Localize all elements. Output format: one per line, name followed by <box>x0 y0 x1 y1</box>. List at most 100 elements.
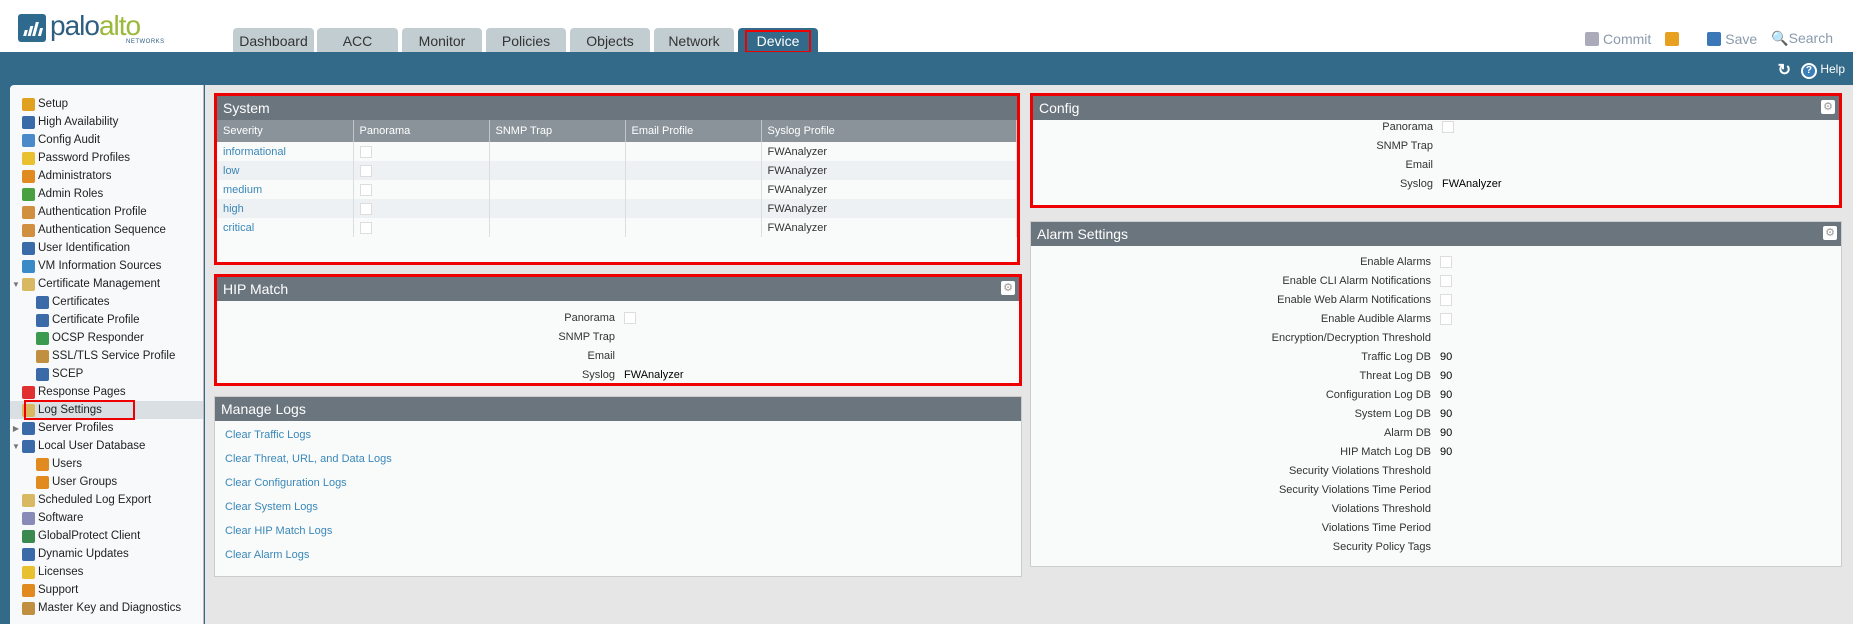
panorama-checkbox[interactable] <box>359 183 372 196</box>
column-header[interactable]: Panorama <box>353 120 490 142</box>
sidebar-item-label: Local User Database <box>38 440 146 452</box>
field-label: Syslog <box>1399 177 1433 190</box>
checkbox[interactable] <box>1440 274 1452 287</box>
severity-link[interactable]: low <box>217 161 354 180</box>
clear-log-link[interactable]: Clear System Logs <box>225 501 318 513</box>
clear-log-link[interactable]: Clear Alarm Logs <box>225 549 310 561</box>
table-row[interactable]: high FWAnalyzer <box>217 199 1017 218</box>
sidebar-item-authentication-sequence[interactable]: Authentication Sequence <box>10 221 203 239</box>
checkbox[interactable] <box>624 311 636 324</box>
clear-log-link[interactable]: Clear Threat, URL, and Data Logs <box>225 453 392 465</box>
table-row[interactable]: informational FWAnalyzer <box>217 142 1017 161</box>
gear-icon[interactable]: ⚙ <box>1821 100 1835 114</box>
snmp-cell <box>489 218 626 237</box>
panorama-checkbox[interactable] <box>359 221 372 234</box>
sidebar-item-authentication-profile[interactable]: Authentication Profile <box>10 203 203 221</box>
sidebar-item-local-user-database[interactable]: ▼ Local User Database <box>10 437 203 455</box>
field-value: 90 <box>1440 426 1453 439</box>
clear-log-link[interactable]: Clear Configuration Logs <box>225 477 347 489</box>
sidebar-item-label: Admin Roles <box>38 188 104 200</box>
table-row[interactable]: critical FWAnalyzer <box>217 218 1017 237</box>
panorama-checkbox[interactable] <box>359 202 372 215</box>
sidebar-item-certificates[interactable]: Certificates <box>10 293 203 311</box>
gear-icon[interactable]: ⚙ <box>1001 281 1015 295</box>
sidebar-item-globalprotect-client[interactable]: GlobalProtect Client <box>10 527 203 545</box>
item-icon <box>22 223 35 237</box>
sidebar-item-ssl-tls-service-profile[interactable]: SSL/TLS Service Profile <box>10 347 203 365</box>
expand-arrow-icon[interactable]: ▶ <box>12 423 20 433</box>
sidebar-item-scep[interactable]: SCEP <box>10 365 203 383</box>
checkbox[interactable] <box>1440 293 1452 306</box>
sidebar-item-master-key-and-diagnostics[interactable]: Master Key and Diagnostics <box>10 599 203 617</box>
checkbox[interactable] <box>1440 255 1452 268</box>
email-cell <box>625 161 762 180</box>
panorama-checkbox[interactable] <box>359 164 372 177</box>
help-button[interactable]: ? Help <box>1800 62 1845 79</box>
tab-objects[interactable]: Objects <box>570 28 650 52</box>
sidebar-item-certificate-management[interactable]: ▼ Certificate Management <box>10 275 203 293</box>
item-icon <box>22 529 35 543</box>
column-header[interactable]: Email Profile <box>625 120 762 142</box>
tab-monitor[interactable]: Monitor <box>402 28 482 52</box>
refresh-icon[interactable]: ↻ <box>1777 62 1791 79</box>
sidebar-item-support[interactable]: Support <box>10 581 203 599</box>
search-button[interactable]: 🔍Search <box>1771 30 1833 46</box>
sidebar-item-log-settings[interactable]: Log Settings <box>10 400 203 420</box>
sidebar-item-response-pages[interactable]: Response Pages <box>10 383 203 401</box>
severity-link[interactable]: critical <box>217 218 354 237</box>
sidebar-item-setup[interactable]: Setup <box>10 95 203 113</box>
sidebar-item-label: Administrators <box>38 170 112 182</box>
sidebar-item-scheduled-log-export[interactable]: Scheduled Log Export <box>10 491 203 509</box>
sidebar-item-ocsp-responder[interactable]: OCSP Responder <box>10 329 203 347</box>
gear-icon[interactable]: ⚙ <box>1823 226 1837 240</box>
sidebar-item-software[interactable]: Software <box>10 509 203 527</box>
item-icon <box>22 511 35 525</box>
commit-button[interactable]: Commit <box>1585 31 1651 47</box>
severity-link[interactable]: informational <box>217 142 354 161</box>
sidebar-item-admin-roles[interactable]: Admin Roles <box>10 185 203 203</box>
tab-acc[interactable]: ACC <box>317 28 398 52</box>
sidebar-item-high-availability[interactable]: High Availability <box>10 113 203 131</box>
checkbox[interactable] <box>1442 120 1454 133</box>
syslog-cell: FWAnalyzer <box>761 180 1017 199</box>
tab-network[interactable]: Network <box>654 28 734 52</box>
sidebar-item-server-profiles[interactable]: ▶ Server Profiles <box>10 419 203 437</box>
item-icon <box>36 475 49 489</box>
panorama-checkbox[interactable] <box>359 145 372 158</box>
expand-arrow-icon[interactable]: ▼ <box>12 279 20 289</box>
column-header[interactable]: Severity <box>217 120 354 142</box>
column-header[interactable]: Syslog Profile <box>761 120 1017 142</box>
tab-policies[interactable]: Policies <box>486 28 566 52</box>
checkbox[interactable] <box>1440 312 1452 325</box>
item-icon <box>36 331 49 345</box>
field-row: Syslog FWAnalyzer <box>217 365 684 384</box>
expand-arrow-icon[interactable]: ▼ <box>12 441 20 451</box>
column-header[interactable]: SNMP Trap <box>489 120 626 142</box>
severity-link[interactable]: medium <box>217 180 354 199</box>
field-row: Violations Time Period <box>1031 518 1440 537</box>
tab-device[interactable]: Device <box>738 28 818 53</box>
sidebar-item-vm-information-sources[interactable]: VM Information Sources <box>10 257 203 275</box>
field-label: Enable Web Alarm Notifications <box>1277 293 1431 306</box>
lock-icon[interactable] <box>1665 31 1680 46</box>
item-icon <box>36 367 49 381</box>
sidebar-item-label: GlobalProtect Client <box>38 530 141 542</box>
table-row[interactable]: medium FWAnalyzer <box>217 180 1017 199</box>
tab-dashboard[interactable]: Dashboard <box>233 28 314 52</box>
save-button[interactable]: Save <box>1707 31 1757 47</box>
sidebar-item-user-groups[interactable]: User Groups <box>10 473 203 491</box>
severity-link[interactable]: high <box>217 199 354 218</box>
hip-match-panel: HIP Match ⚙ Panorama SNMP Trap Email Syslog… <box>214 274 1022 386</box>
sidebar-item-administrators[interactable]: Administrators <box>10 167 203 185</box>
sidebar-item-licenses[interactable]: Licenses <box>10 563 203 581</box>
sidebar-item-user-identification[interactable]: User Identification <box>10 239 203 257</box>
clear-log-link[interactable]: Clear Traffic Logs <box>225 429 312 441</box>
sidebar-item-password-profiles[interactable]: Password Profiles <box>10 149 203 167</box>
clear-log-link[interactable]: Clear HIP Match Logs <box>225 525 333 537</box>
sidebar-item-config-audit[interactable]: Config Audit <box>10 131 203 149</box>
sidebar-item-certificate-profile[interactable]: Certificate Profile <box>10 311 203 329</box>
panel-title: Manage Logs <box>215 397 1021 421</box>
table-row[interactable]: low FWAnalyzer <box>217 161 1017 180</box>
sidebar-item-users[interactable]: Users <box>10 455 203 473</box>
sidebar-item-dynamic-updates[interactable]: Dynamic Updates <box>10 545 203 563</box>
